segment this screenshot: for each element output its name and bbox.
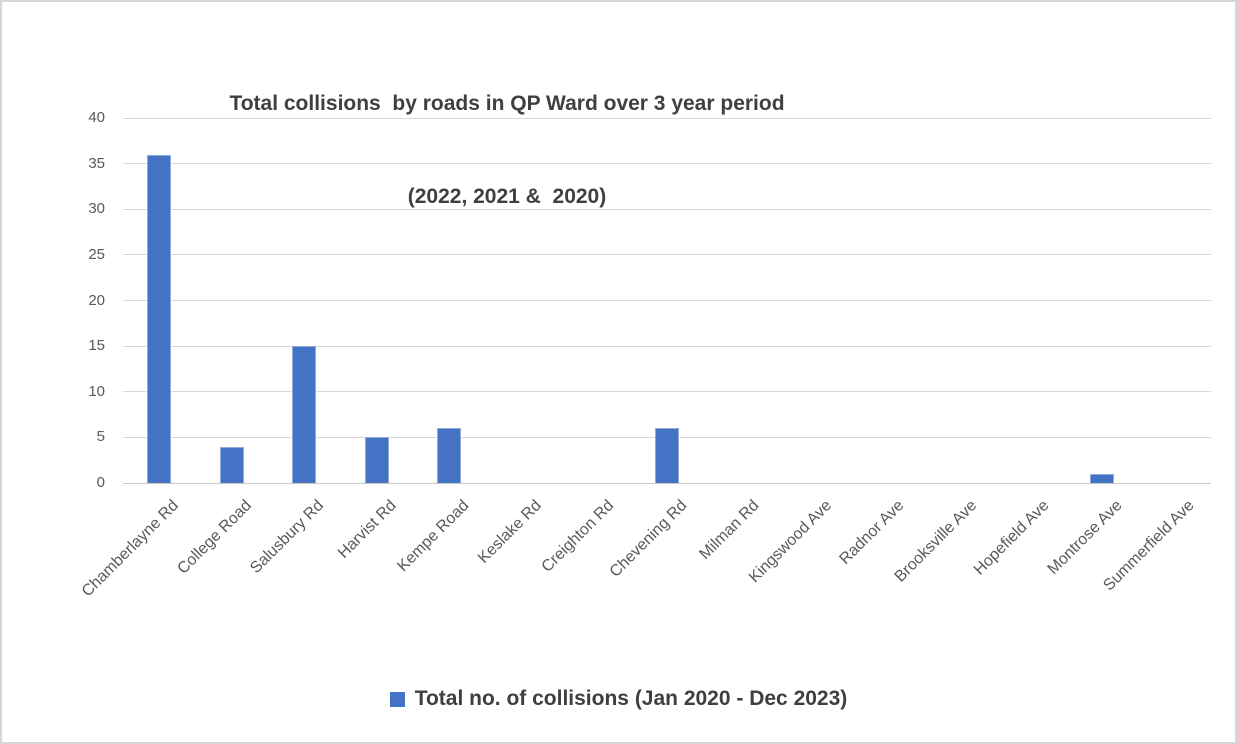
x-tick-label-creighton-rd: Creighton Rd bbox=[538, 497, 618, 576]
x-tick-label-montrose-ave: Montrose Ave bbox=[1044, 497, 1126, 578]
y-tick-label-20: 20 bbox=[88, 291, 105, 309]
x-tick-label-milman-rd: Milman Rd bbox=[696, 497, 763, 564]
bar-college-road bbox=[219, 446, 244, 483]
gridline-y-35 bbox=[123, 163, 1211, 165]
chart-title-line1: Total collisions by roads in QP Ward ove… bbox=[229, 92, 785, 115]
y-tick-label-30: 30 bbox=[88, 200, 105, 218]
y-tick-label-10: 10 bbox=[88, 382, 105, 400]
x-tick-label-kempe-road: Kempe Road bbox=[394, 497, 473, 576]
legend-series-label: Total no. of collisions (Jan 2020 - Dec … bbox=[414, 687, 848, 710]
gridline-y-25 bbox=[123, 254, 1211, 256]
x-tick-label-salusbury-rd: Salusbury Rd bbox=[247, 497, 328, 577]
chart-title: Total collisions by roads in QP Ward ove… bbox=[102, 26, 912, 274]
bar-salusbury-rd bbox=[292, 346, 317, 483]
x-tick-label-keslake-rd: Keslake Rd bbox=[475, 497, 545, 567]
x-tick-label-chevening-rd: Chevening Rd bbox=[606, 497, 691, 581]
y-tick-label-35: 35 bbox=[88, 154, 105, 172]
y-tick-label-5: 5 bbox=[96, 428, 105, 446]
legend: Total no. of collisions (Jan 2020 - Dec … bbox=[2, 687, 1235, 711]
gridline-y-0 bbox=[123, 482, 1211, 484]
bar-chevening-rd bbox=[655, 428, 679, 483]
bar-chamberlayne-rd bbox=[147, 154, 172, 483]
gridline-y-30 bbox=[123, 208, 1211, 210]
y-tick-label-15: 15 bbox=[88, 337, 105, 355]
chart-title-line2: (2022, 2021 & 2020) bbox=[407, 185, 607, 208]
y-tick-label-0: 0 bbox=[96, 474, 105, 491]
x-tick-label-radnor-ave: Radnor Ave bbox=[836, 497, 908, 568]
x-tick-label-college-road: College Road bbox=[174, 497, 255, 578]
gridline-y-20 bbox=[123, 300, 1211, 301]
y-tick-label-40: 40 bbox=[88, 109, 105, 126]
bar-montrose-ave bbox=[1090, 473, 1115, 483]
gridline-y-40 bbox=[123, 117, 1211, 119]
x-tick-label-harvist-rd: Harvist Rd bbox=[335, 497, 400, 562]
bar-harvist-rd bbox=[364, 437, 389, 483]
gridline-y-10 bbox=[123, 391, 1211, 393]
legend-color-swatch bbox=[389, 691, 405, 707]
y-tick-label-25: 25 bbox=[88, 245, 105, 263]
bar-kempe-road bbox=[437, 428, 462, 483]
x-tick-label-chamberlayne-rd: Chamberlayne Rd bbox=[79, 497, 183, 601]
plot-area bbox=[123, 117, 1211, 484]
x-tick-label-hopefield-ave: Hopefield Ave bbox=[971, 497, 1053, 579]
gridline-y-15 bbox=[123, 345, 1211, 347]
